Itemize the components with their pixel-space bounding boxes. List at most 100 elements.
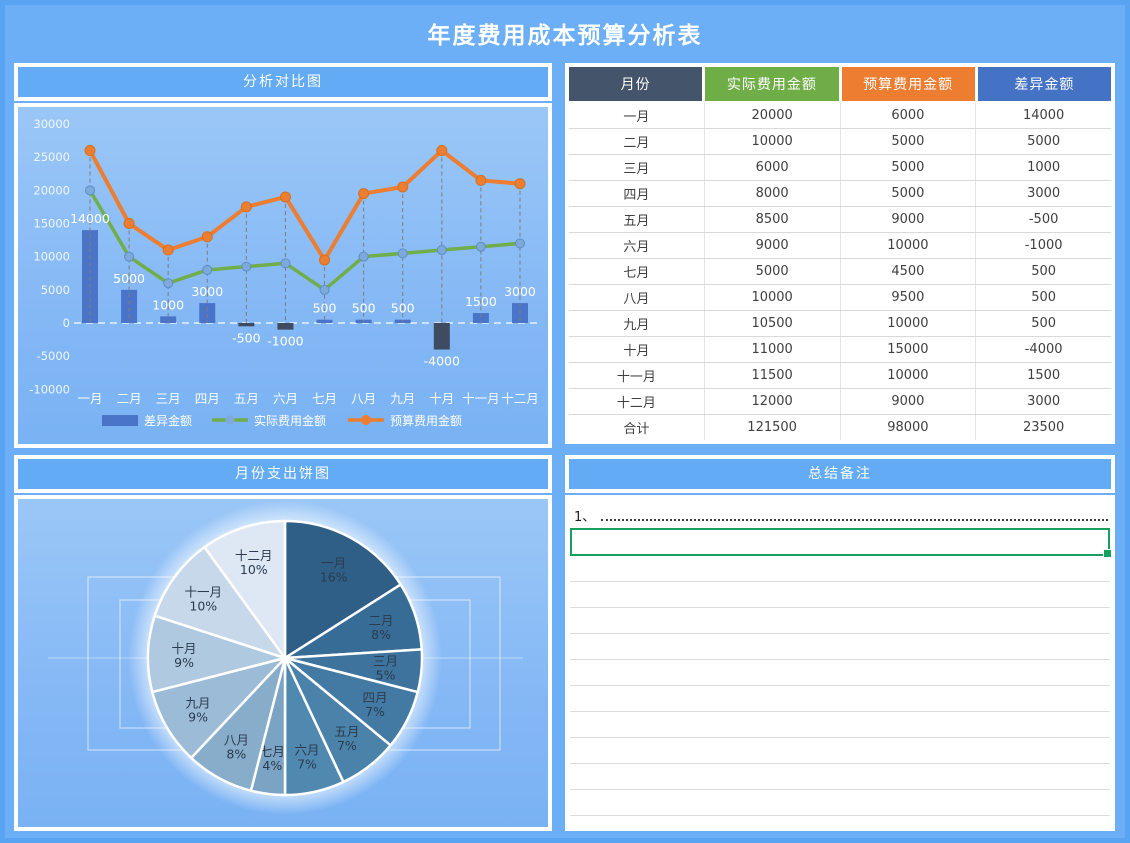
- page-title: 年度费用成本预算分析表: [427, 23, 703, 49]
- table-cell[interactable]: 一月: [569, 103, 705, 128]
- legend-actual-label: 实际费用金额: [254, 413, 326, 428]
- table-cell[interactable]: 14000: [976, 103, 1111, 128]
- pie-chart-title-bar: 月份支出饼图: [14, 455, 552, 493]
- table-cell[interactable]: 10500: [704, 311, 841, 336]
- selected-cell[interactable]: [570, 528, 1112, 558]
- note-cell[interactable]: [570, 712, 1110, 738]
- table-cell[interactable]: 六月: [569, 233, 705, 258]
- table-cell[interactable]: 20000: [704, 103, 841, 128]
- note-cell[interactable]: [570, 738, 1110, 764]
- table-cell[interactable]: 500: [976, 285, 1111, 310]
- note-cell[interactable]: [570, 686, 1110, 712]
- bar-data-label: -4000: [424, 354, 460, 369]
- table-header-cell[interactable]: 月份: [569, 67, 703, 101]
- comparison-chart-title: 分析对比图: [18, 67, 548, 97]
- table-cell[interactable]: 98000: [840, 415, 977, 440]
- table-cell[interactable]: 10000: [704, 285, 841, 310]
- table-cell[interactable]: 5000: [704, 259, 841, 284]
- pie-slice-label: 二月: [369, 613, 394, 628]
- pie-slice-value: 10%: [240, 562, 268, 577]
- table-header-cell[interactable]: 差异金额: [977, 67, 1111, 101]
- table-cell[interactable]: 三月: [569, 155, 705, 180]
- table-cell[interactable]: -4000: [976, 337, 1111, 362]
- y-tick-label: 20000: [33, 183, 70, 197]
- table-cell[interactable]: 12000: [704, 389, 841, 414]
- note-cell[interactable]: [570, 660, 1110, 686]
- table-cell[interactable]: 15000: [840, 337, 977, 362]
- y-tick-label: 5000: [41, 283, 70, 297]
- table-cell[interactable]: 9000: [840, 207, 977, 232]
- table-cell[interactable]: 九月: [569, 311, 705, 336]
- table-cell[interactable]: 5000: [840, 181, 977, 206]
- table-cell[interactable]: 3000: [976, 181, 1111, 206]
- table-cell[interactable]: 四月: [569, 181, 705, 206]
- table-cell[interactable]: -500: [976, 207, 1111, 232]
- table-row: 九月 10500 10000 500: [569, 311, 1111, 337]
- table-cell[interactable]: 11000: [704, 337, 841, 362]
- table-cell[interactable]: 8500: [704, 207, 841, 232]
- x-tick-label: 六月: [273, 391, 298, 406]
- table-cell[interactable]: 5000: [976, 129, 1111, 154]
- x-tick-label: 九月: [390, 391, 415, 406]
- table-header-cell[interactable]: 实际费用金额: [705, 67, 839, 101]
- note-line-1[interactable]: 1、: [570, 499, 1110, 529]
- table-cell[interactable]: 十一月: [569, 363, 705, 388]
- note-cell[interactable]: [570, 608, 1110, 634]
- note-cell[interactable]: [570, 790, 1110, 816]
- table-cell[interactable]: 9500: [840, 285, 977, 310]
- pie-slice-label: 四月: [362, 690, 387, 705]
- table-cell[interactable]: 5000: [840, 129, 977, 154]
- y-tick-label: 15000: [33, 217, 70, 231]
- table-cell[interactable]: 9000: [704, 233, 841, 258]
- diff-bar: [199, 303, 216, 323]
- table-cell[interactable]: 二月: [569, 129, 705, 154]
- table-cell[interactable]: 合计: [569, 415, 705, 440]
- actual-line: [88, 189, 521, 292]
- note-cell[interactable]: [570, 556, 1110, 582]
- pie-chart[interactable]: 一月 16% 二月 8% 三月 5% 四月 7% 五月 7% 六月 7% 七月 4% 八月 8% 九月 9% 十月 9…: [18, 499, 548, 827]
- table-cell[interactable]: 1000: [976, 155, 1111, 180]
- table-cell[interactable]: 500: [976, 311, 1111, 336]
- table-cell[interactable]: 23500: [976, 415, 1111, 440]
- table-cell[interactable]: 4500: [840, 259, 977, 284]
- table-cell[interactable]: 5000: [840, 155, 977, 180]
- table-cell[interactable]: 10000: [840, 233, 977, 258]
- table-cell[interactable]: 八月: [569, 285, 705, 310]
- table-header-cell[interactable]: 预算费用金额: [841, 67, 975, 101]
- bar-data-label: 14000: [70, 211, 110, 226]
- budget-point: [475, 174, 487, 186]
- table-cell[interactable]: 6000: [704, 155, 841, 180]
- table-cell[interactable]: 8000: [704, 181, 841, 206]
- note-cell[interactable]: [570, 582, 1110, 608]
- bar-data-label: 500: [391, 301, 415, 316]
- note-cell[interactable]: [570, 634, 1110, 660]
- note-cell[interactable]: [570, 816, 1110, 831]
- table-cell[interactable]: 11500: [704, 363, 841, 388]
- table-cell[interactable]: 1500: [976, 363, 1111, 388]
- table-cell[interactable]: 6000: [840, 103, 977, 128]
- table-cell[interactable]: 121500: [704, 415, 841, 440]
- table-cell[interactable]: 9000: [840, 389, 977, 414]
- table-cell[interactable]: 10000: [840, 363, 977, 388]
- x-tick-label: 二月: [117, 391, 142, 406]
- fill-handle[interactable]: [1103, 549, 1112, 558]
- pie-chart-title: 月份支出饼图: [18, 459, 548, 489]
- table-cell[interactable]: 五月: [569, 207, 705, 232]
- pie-slice-label: 七月: [260, 744, 285, 759]
- note-cell[interactable]: [570, 764, 1110, 790]
- table-row: 六月 9000 10000 -1000: [569, 233, 1111, 259]
- table-cell[interactable]: 十二月: [569, 389, 705, 414]
- table-cell[interactable]: 10000: [704, 129, 841, 154]
- pie-slice-label: 六月: [295, 743, 320, 758]
- table-cell[interactable]: -1000: [976, 233, 1111, 258]
- note-line-number: 1、: [574, 510, 596, 525]
- table-cell[interactable]: 七月: [569, 259, 705, 284]
- pie-slice-value: 4%: [262, 758, 282, 773]
- actual-point: [202, 264, 213, 275]
- y-tick-label: 25000: [33, 150, 70, 164]
- comparison-chart[interactable]: 14000 5000 1000 3000 -500 -1000 500 500 500 -4000…: [18, 107, 548, 444]
- table-cell[interactable]: 十月: [569, 337, 705, 362]
- table-cell[interactable]: 500: [976, 259, 1111, 284]
- table-cell[interactable]: 3000: [976, 389, 1111, 414]
- table-cell[interactable]: 10000: [840, 311, 977, 336]
